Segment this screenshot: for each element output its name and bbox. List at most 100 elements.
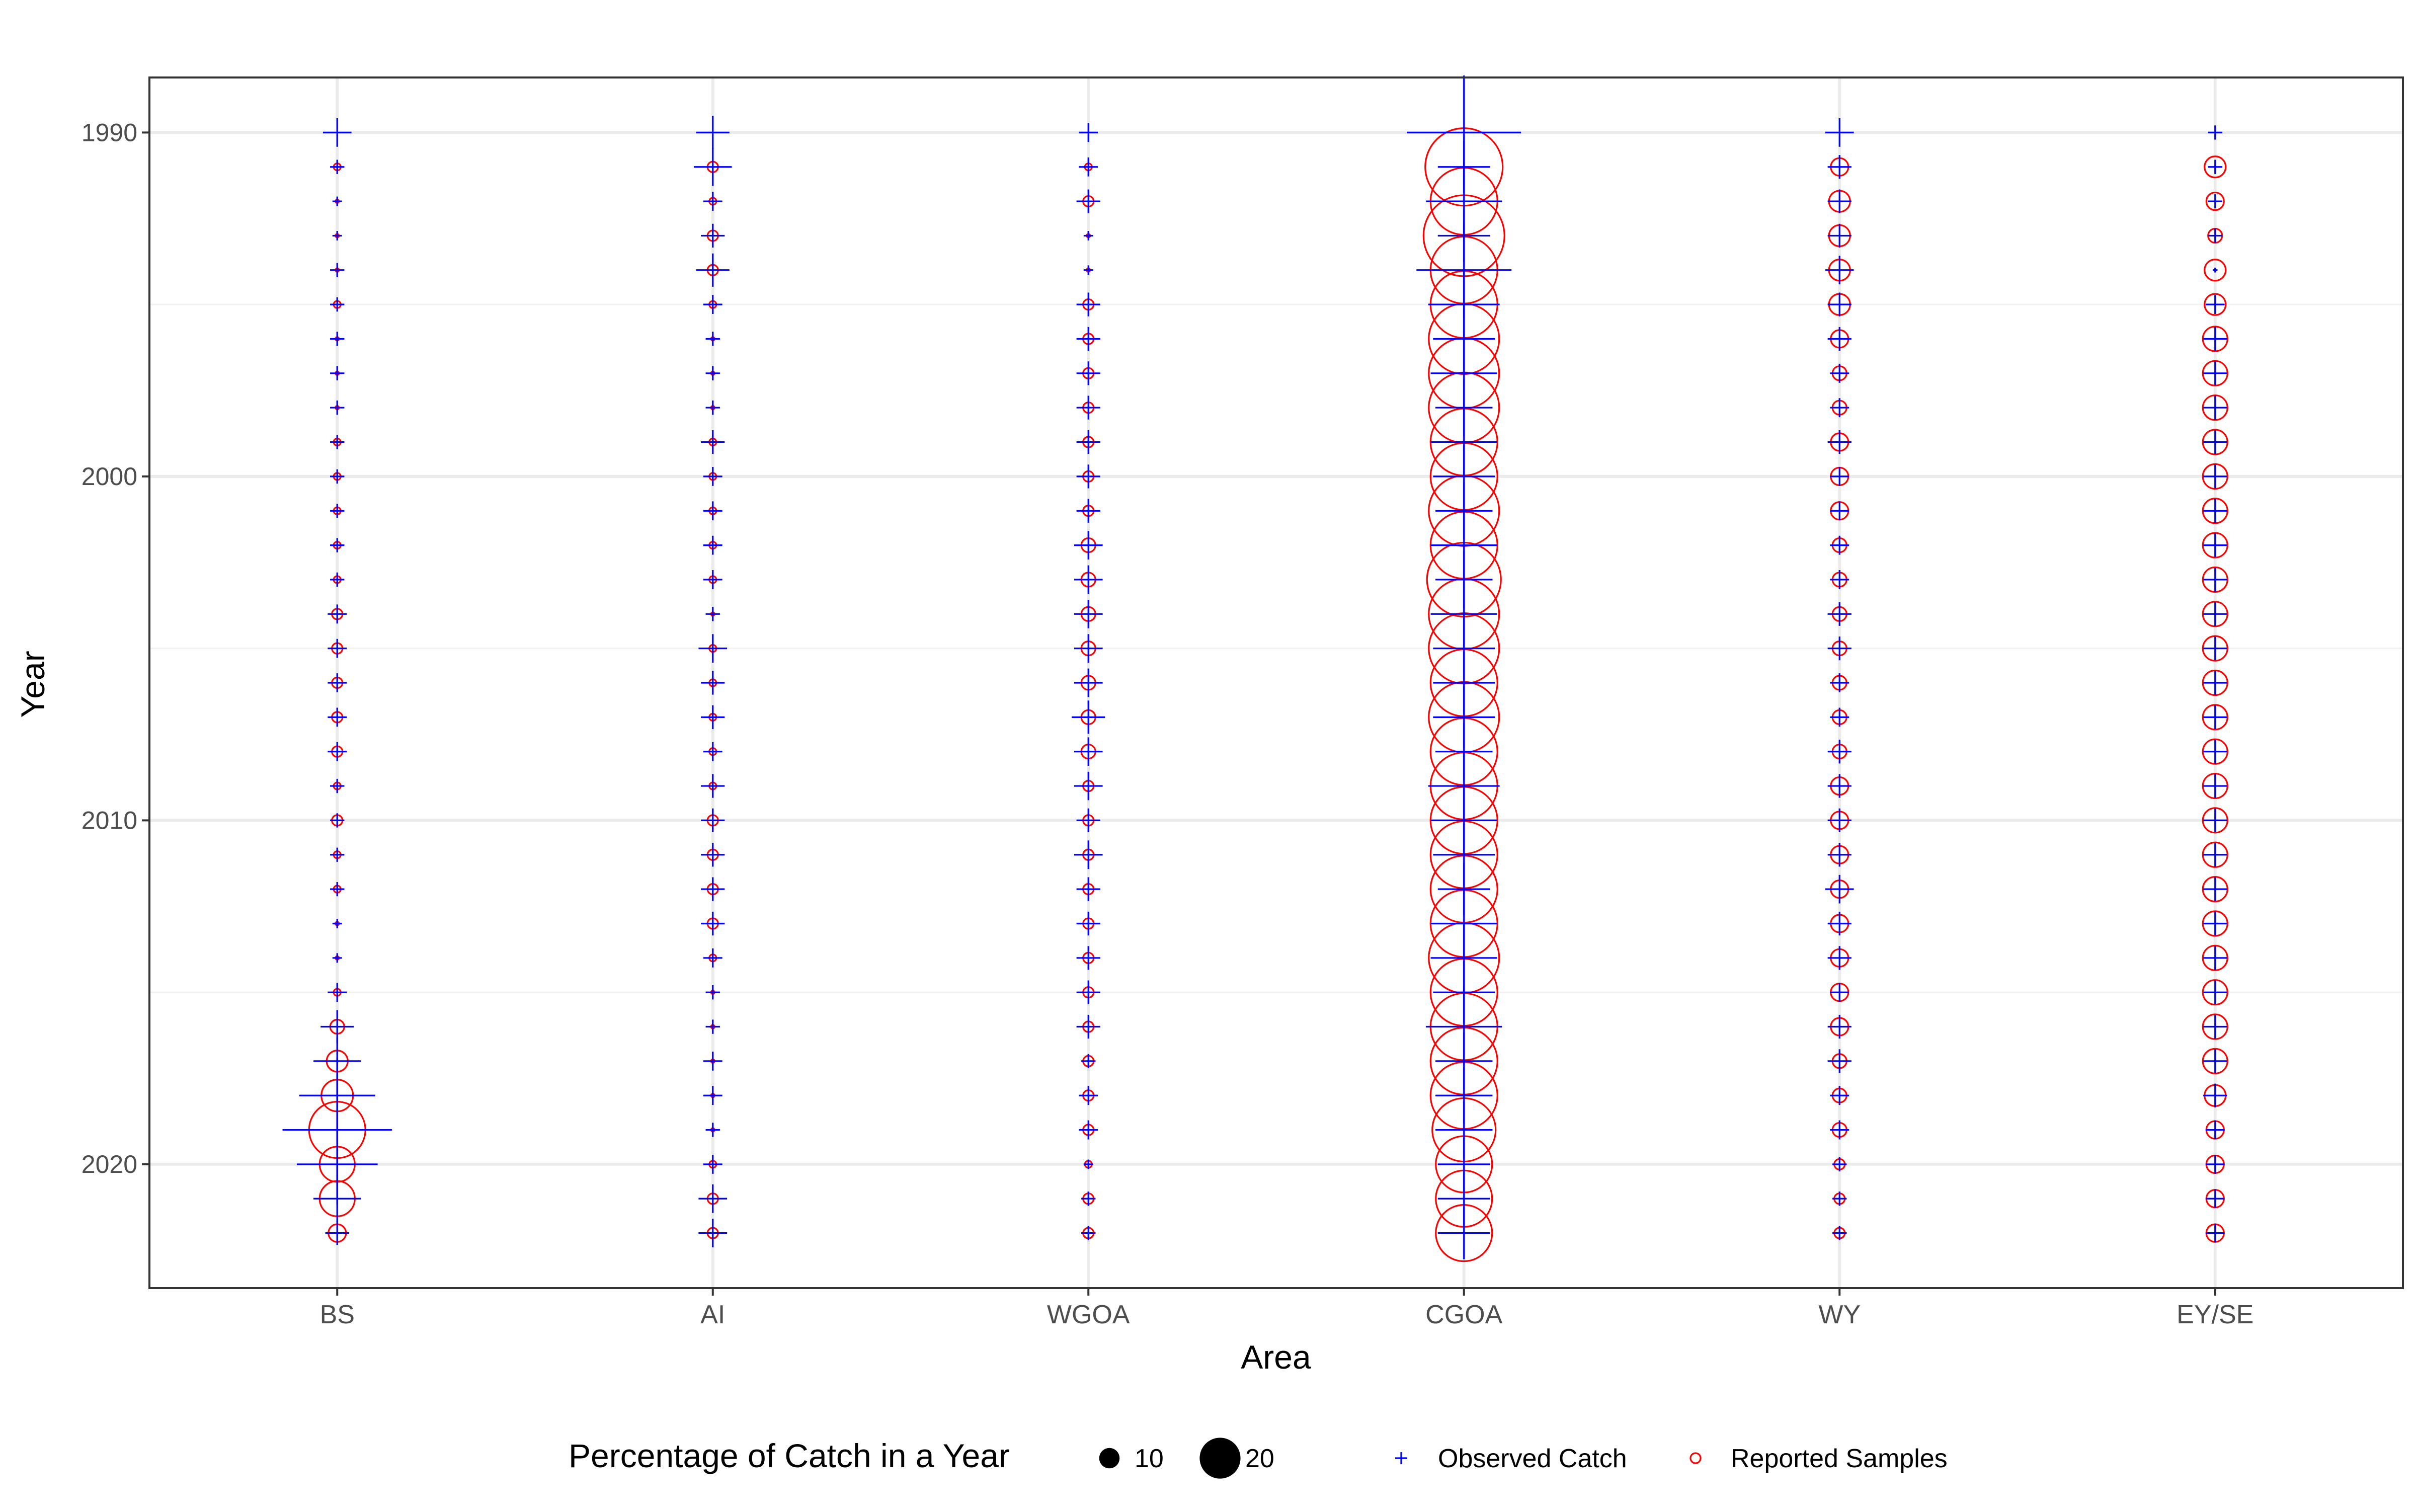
observed-catch-point-bs-1991 (330, 160, 345, 174)
observed-catch-point-wgoa-2000 (1076, 464, 1100, 489)
observed-catch-point-bs-2014 (332, 953, 342, 963)
reported-samples-point-ey-se-1997 (2202, 360, 2228, 386)
observed-catch-point-wy-1992 (1827, 189, 1852, 213)
reported-samples-point-ey-se-2005 (2202, 635, 2228, 662)
observed-catch-point-wy-1994 (1825, 256, 1854, 285)
data-marks (282, 75, 2228, 1262)
reported-samples-point-ey-se-1998 (2202, 394, 2228, 421)
observed-catch-point-bs-2000 (330, 469, 345, 484)
reported-samples-point-ey-se-2002 (2202, 532, 2228, 559)
observed-catch-point-wgoa-1998 (1076, 395, 1100, 420)
observed-catch-point-ai-2000 (703, 466, 722, 486)
observed-catch-point-bs-2004 (328, 604, 347, 624)
reported-samples-point-ey-se-1992 (2205, 191, 2225, 211)
observed-catch-point-wy-1998 (1830, 398, 1849, 418)
observed-catch-point-wy-2000 (1830, 466, 1849, 486)
reported-samples-point-ey-se-2011 (2202, 841, 2228, 868)
plot-border (148, 76, 2404, 1289)
observed-catch-point-ey-se-2015 (2203, 980, 2227, 1004)
observed-catch-point-ey-se-2003 (2203, 568, 2227, 592)
observed-catch-point-bs-1997 (330, 366, 345, 381)
observed-catch-point-ey-se-1999 (2203, 430, 2227, 454)
observed-catch-point-ai-1991 (693, 147, 732, 186)
observed-catch-point-ey-se-2012 (2203, 877, 2227, 901)
observed-catch-point-ai-2001 (703, 501, 722, 521)
observed-catch-point-ai-2013 (701, 911, 725, 936)
observed-catch-point-ey-se-1990 (2208, 125, 2222, 140)
observed-catch-point-wy-2001 (1830, 501, 1849, 521)
observed-catch-point-ai-2002 (703, 535, 722, 555)
reported-samples-point-ey-se-1995 (2204, 293, 2227, 316)
reported-samples-point-ey-se-2007 (2202, 704, 2228, 731)
observed-catch-point-bs-2015 (328, 983, 347, 1002)
observed-catch-point-ai-1999 (701, 430, 725, 454)
observed-catch-point-wy-2002 (1830, 535, 1849, 555)
observed-catch-point-ey-se-2000 (2203, 464, 2227, 489)
observed-catch-point-wgoa-1994 (1083, 265, 1093, 275)
observed-catch-point-bs-1999 (330, 435, 345, 449)
observed-catch-point-bs-1994 (330, 263, 345, 277)
observed-catch-point-bs-1995 (330, 297, 345, 312)
reported-samples-point-ey-se-2008 (2202, 738, 2228, 765)
observed-catch-point-ey-se-2011 (2203, 843, 2227, 867)
observed-catch-point-wgoa-2012 (1076, 877, 1100, 901)
observed-catch-point-wy-1997 (1830, 363, 1849, 383)
observed-catch-point-ey-se-1997 (2203, 361, 2227, 385)
observed-catch-point-bs-2006 (328, 673, 347, 692)
size-legend-label-10: 10 (1135, 1444, 1164, 1473)
observed-catch-point-wgoa-2018 (1079, 1086, 1098, 1105)
observed-catch-point-wy-2020 (1832, 1157, 1847, 1172)
observed-catch-point-wgoa-1999 (1076, 430, 1100, 454)
observed-catch-point-bs-2012 (330, 882, 345, 897)
reported-samples-point-ey-se-1991 (2204, 155, 2227, 179)
observed-catch-point-wgoa-2022 (1081, 1226, 1096, 1240)
reported-samples-point-ey-se-2004 (2202, 601, 2228, 627)
observed-catch-point-bs-2003 (330, 572, 345, 587)
observed-catch-point-ai-1994 (696, 253, 730, 287)
observed-catch-point-ey-se-1994 (2213, 268, 2218, 273)
reported-samples-point-ey-se-2017 (2202, 1048, 2228, 1074)
reported-samples-point-ey-se-2006 (2202, 669, 2228, 696)
observed-catch-point-wgoa-2013 (1076, 911, 1100, 936)
observed-catch-point-ai-2022 (698, 1219, 728, 1247)
size-legend-title: Percentage of Catch in a Year (569, 1437, 1010, 1474)
observed-catch-point-ai-1995 (703, 295, 722, 314)
observed-catch-point-ai-1997 (705, 366, 720, 381)
observed-catch-point-ai-2004 (705, 607, 720, 621)
observed-catch-point-ey-se-1995 (2205, 295, 2225, 314)
observed-catch-point-wy-2014 (1827, 946, 1852, 970)
observed-catch-point-wgoa-2005 (1074, 634, 1103, 663)
observed-catch-point-ey-se-1991 (2208, 160, 2222, 174)
observed-catch-point-ai-2005 (698, 634, 728, 663)
observed-catch-point-wy-2009 (1827, 774, 1852, 798)
observed-catch-point-ai-1992 (703, 192, 722, 211)
observed-catch-point-ey-se-2002 (2203, 533, 2227, 558)
observed-catch-point-ai-1990 (696, 116, 730, 149)
axes: 1990 2000 2010 2020 BS AI WGOA CGOA WY EY/SE (82, 118, 2254, 1329)
size-legend-dot-10 (1099, 1448, 1120, 1469)
observed-catch-point-ai-2006 (701, 671, 725, 695)
reported-samples-point-ey-se-1994 (2204, 259, 2227, 282)
observed-catch-point-bs-2010 (330, 813, 345, 828)
observed-catch-point-bs-1998 (330, 401, 345, 415)
observed-catch-point-bs-1993 (332, 230, 342, 241)
observed-catch-point-ey-se-1998 (2203, 395, 2227, 420)
observed-catch-point-wgoa-2017 (1081, 1054, 1096, 1069)
observed-catch-point-ai-2017 (703, 1051, 722, 1071)
observed-catch-point-ey-se-2019 (2205, 1120, 2225, 1140)
observed-catch-point-wy-2019 (1830, 1120, 1849, 1140)
observed-catch-point-ai-2018 (703, 1086, 722, 1105)
reported-samples-point-ey-se-2001 (2202, 498, 2228, 524)
observed-catch-point-wy-2018 (1830, 1086, 1849, 1105)
observed-catch-point-ey-se-2017 (2203, 1049, 2227, 1073)
observed-catch-point-wgoa-2014 (1076, 946, 1100, 970)
observed-catch-point-ey-se-2007 (2203, 705, 2227, 729)
plot-panel-background (149, 77, 2403, 1288)
observed-catch-point-bs-2008 (328, 742, 347, 761)
observed-catch-point-wgoa-1992 (1076, 189, 1100, 213)
observed-catch-point-wgoa-2010 (1076, 808, 1100, 833)
observed-catch-point-bs-2011 (330, 847, 345, 862)
observed-catch-point-bs-2009 (330, 778, 345, 793)
reported-samples-point-ey-se-2003 (2202, 566, 2228, 593)
observed-catch-point-ey-se-1996 (2203, 327, 2227, 351)
